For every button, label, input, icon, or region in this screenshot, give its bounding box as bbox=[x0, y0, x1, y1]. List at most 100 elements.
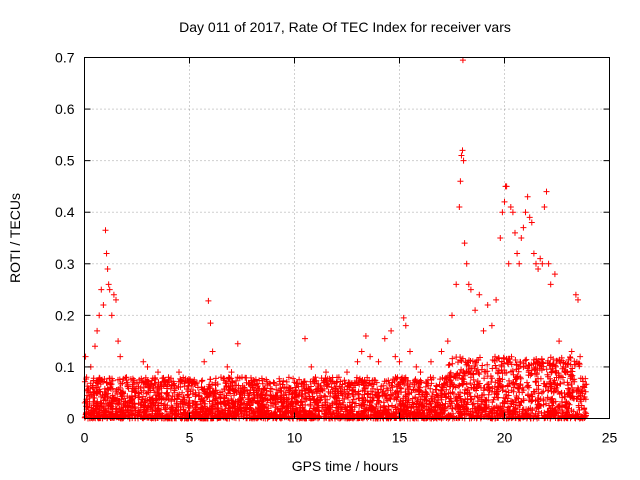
y-tick-label: 0.7 bbox=[55, 50, 75, 66]
data-point bbox=[113, 296, 119, 303]
data-point bbox=[528, 219, 535, 226]
data-point bbox=[526, 214, 533, 221]
data-point bbox=[467, 286, 474, 293]
data-point bbox=[396, 358, 403, 365]
data-point bbox=[535, 265, 542, 272]
data-point bbox=[457, 178, 464, 185]
data-point bbox=[530, 250, 537, 257]
data-point bbox=[228, 369, 235, 376]
data-point bbox=[484, 302, 491, 309]
data-point bbox=[98, 286, 105, 293]
data-point bbox=[438, 348, 445, 355]
chart-title: Day 011 of 2017, Rate Of TEC Index for r… bbox=[179, 19, 511, 35]
data-point bbox=[104, 265, 111, 272]
data-point bbox=[556, 338, 563, 345]
data-point bbox=[354, 358, 361, 365]
plot-frame bbox=[84, 57, 610, 419]
x-tick-label: 10 bbox=[287, 430, 303, 446]
data-point bbox=[89, 384, 96, 391]
data-point bbox=[234, 340, 241, 347]
data-point bbox=[108, 312, 115, 319]
data-point bbox=[312, 374, 319, 381]
data-point bbox=[140, 358, 147, 365]
y-axis-label: ROTI / TECUs bbox=[7, 193, 23, 283]
data-point bbox=[522, 209, 529, 216]
data-point bbox=[123, 374, 130, 381]
data-point bbox=[575, 296, 581, 303]
data-point bbox=[249, 384, 256, 391]
data-point bbox=[460, 157, 467, 164]
data-point bbox=[165, 374, 172, 381]
data-point bbox=[205, 297, 212, 304]
y-tick-label: 0.4 bbox=[55, 204, 75, 220]
data-point bbox=[459, 147, 466, 154]
data-point bbox=[92, 343, 98, 350]
data-point bbox=[581, 384, 588, 391]
data-point bbox=[551, 271, 558, 278]
data-point bbox=[100, 302, 107, 309]
data-point bbox=[505, 260, 512, 267]
tick-labels: 0 5 10 15 20 25 0 0.1 0.2 0.3 0.4 0.5 0.6 0.7 bbox=[55, 50, 617, 446]
data-point bbox=[400, 314, 407, 321]
y-tick-label: 0.2 bbox=[55, 307, 75, 323]
data-point bbox=[224, 363, 231, 370]
data-point bbox=[367, 353, 374, 360]
data-point bbox=[472, 307, 479, 314]
data-point bbox=[209, 348, 216, 355]
data-point bbox=[547, 281, 554, 288]
data-point bbox=[572, 291, 579, 298]
data-point bbox=[444, 338, 451, 345]
x-tick-label: 15 bbox=[392, 430, 408, 446]
data-point bbox=[514, 250, 521, 257]
axis-ticks bbox=[84, 57, 610, 419]
data-point bbox=[456, 204, 463, 211]
x-tick-label: 20 bbox=[497, 430, 513, 446]
y-tick-label: 0.3 bbox=[55, 256, 75, 272]
data-point bbox=[417, 369, 424, 376]
data-point bbox=[564, 369, 571, 376]
data-point bbox=[488, 322, 495, 329]
data-point bbox=[358, 348, 365, 355]
data-point bbox=[402, 322, 409, 329]
data-point bbox=[428, 358, 434, 365]
data-point bbox=[218, 374, 224, 381]
data-point bbox=[458, 152, 465, 159]
x-tick-label: 5 bbox=[186, 430, 194, 446]
data-point bbox=[110, 291, 117, 298]
y-tick-label: 0.5 bbox=[55, 153, 75, 169]
data-point bbox=[201, 358, 208, 365]
data-point bbox=[413, 363, 420, 370]
data-point bbox=[344, 369, 350, 376]
data-point bbox=[82, 353, 89, 360]
data-point bbox=[577, 353, 584, 360]
data-point bbox=[144, 363, 151, 370]
data-point bbox=[543, 188, 550, 195]
data-point bbox=[96, 312, 103, 319]
data-point bbox=[186, 379, 193, 386]
data-point bbox=[476, 291, 483, 298]
data-point bbox=[105, 281, 112, 288]
x-tick-label: 0 bbox=[81, 430, 89, 446]
data-point bbox=[499, 209, 506, 216]
data-point bbox=[461, 240, 468, 247]
data-point bbox=[539, 260, 546, 267]
data-point bbox=[516, 260, 523, 267]
data-point bbox=[541, 204, 548, 211]
data-point bbox=[480, 327, 487, 334]
data-point bbox=[568, 348, 575, 355]
data-point bbox=[291, 379, 298, 386]
data-point bbox=[493, 296, 500, 303]
data-point bbox=[323, 369, 329, 376]
data-point bbox=[102, 227, 109, 234]
data-point bbox=[533, 260, 539, 267]
y-tick-label: 0.6 bbox=[55, 101, 75, 117]
x-axis-label: GPS time / hours bbox=[292, 458, 399, 474]
y-tick-label: 0 bbox=[67, 411, 75, 427]
data-point bbox=[270, 379, 277, 386]
data-point bbox=[560, 363, 567, 370]
data-point bbox=[281, 384, 287, 391]
data-point bbox=[362, 332, 369, 339]
data-point bbox=[194, 384, 201, 391]
data-point bbox=[207, 320, 214, 327]
data-point bbox=[507, 204, 514, 211]
